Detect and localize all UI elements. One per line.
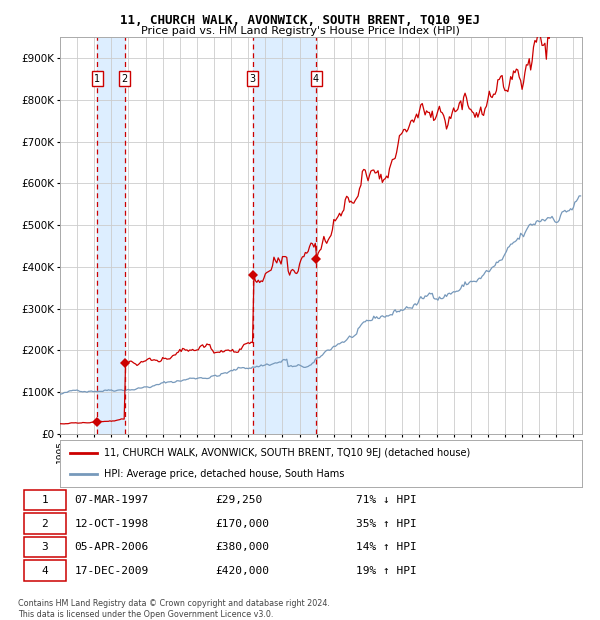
Text: 4: 4 — [313, 74, 319, 84]
Text: 1: 1 — [41, 495, 48, 505]
Text: 3: 3 — [250, 74, 256, 84]
Text: 05-APR-2006: 05-APR-2006 — [74, 542, 149, 552]
Text: 11, CHURCH WALK, AVONWICK, SOUTH BRENT, TQ10 9EJ: 11, CHURCH WALK, AVONWICK, SOUTH BRENT, … — [120, 14, 480, 27]
Text: Contains HM Land Registry data © Crown copyright and database right 2024.
This d: Contains HM Land Registry data © Crown c… — [18, 600, 330, 619]
Text: 71% ↓ HPI: 71% ↓ HPI — [356, 495, 417, 505]
Text: 3: 3 — [41, 542, 48, 552]
Text: 07-MAR-1997: 07-MAR-1997 — [74, 495, 149, 505]
Text: £420,000: £420,000 — [215, 565, 269, 575]
FancyBboxPatch shape — [23, 513, 66, 534]
Text: HPI: Average price, detached house, South Hams: HPI: Average price, detached house, Sout… — [104, 469, 345, 479]
Text: £380,000: £380,000 — [215, 542, 269, 552]
Text: 4: 4 — [41, 565, 48, 575]
FancyBboxPatch shape — [23, 537, 66, 557]
Text: 2: 2 — [122, 74, 128, 84]
Bar — [253, 37, 316, 434]
Text: 35% ↑ HPI: 35% ↑ HPI — [356, 518, 417, 529]
Text: £29,250: £29,250 — [215, 495, 263, 505]
FancyBboxPatch shape — [23, 490, 66, 510]
Bar — [97, 37, 125, 434]
Text: 12-OCT-1998: 12-OCT-1998 — [74, 518, 149, 529]
Text: 2: 2 — [41, 518, 48, 529]
Text: 11, CHURCH WALK, AVONWICK, SOUTH BRENT, TQ10 9EJ (detached house): 11, CHURCH WALK, AVONWICK, SOUTH BRENT, … — [104, 448, 470, 458]
Text: 14% ↑ HPI: 14% ↑ HPI — [356, 542, 417, 552]
Text: £170,000: £170,000 — [215, 518, 269, 529]
Text: 19% ↑ HPI: 19% ↑ HPI — [356, 565, 417, 575]
Text: 1: 1 — [94, 74, 100, 84]
FancyBboxPatch shape — [23, 560, 66, 581]
Text: Price paid vs. HM Land Registry's House Price Index (HPI): Price paid vs. HM Land Registry's House … — [140, 26, 460, 36]
Text: 17-DEC-2009: 17-DEC-2009 — [74, 565, 149, 575]
